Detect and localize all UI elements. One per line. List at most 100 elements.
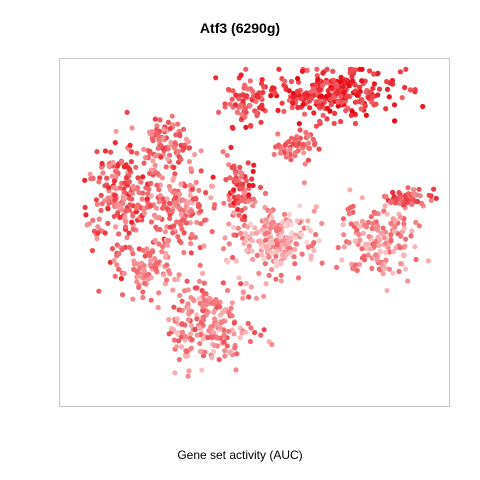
data-point xyxy=(253,230,260,236)
data-point xyxy=(159,175,165,181)
data-point xyxy=(402,243,408,249)
data-point xyxy=(194,332,200,338)
data-point xyxy=(174,330,180,336)
data-point xyxy=(296,140,302,147)
data-point xyxy=(176,307,182,313)
data-point xyxy=(349,261,355,267)
data-point xyxy=(235,225,241,231)
data-point xyxy=(222,353,228,359)
data-point xyxy=(156,199,162,205)
data-point xyxy=(113,186,119,192)
data-point xyxy=(243,281,249,287)
data-point xyxy=(418,200,424,206)
data-point xyxy=(373,252,379,258)
data-point xyxy=(117,185,123,191)
data-point xyxy=(317,87,323,93)
data-point xyxy=(305,157,311,163)
data-point xyxy=(205,335,211,341)
data-point xyxy=(343,94,349,100)
data-point xyxy=(301,150,307,156)
data-point xyxy=(331,95,338,101)
data-point xyxy=(284,240,290,247)
data-point xyxy=(390,270,396,276)
data-point xyxy=(392,224,398,230)
data-point xyxy=(236,212,242,218)
data-point xyxy=(416,223,422,229)
data-point xyxy=(258,332,264,338)
data-point xyxy=(269,85,276,91)
data-point xyxy=(152,162,158,168)
data-point xyxy=(240,289,246,295)
data-point xyxy=(380,225,386,231)
data-point xyxy=(89,248,95,254)
data-point xyxy=(152,116,158,122)
data-point xyxy=(327,96,334,102)
data-point xyxy=(242,114,248,120)
data-point xyxy=(248,122,254,129)
data-point xyxy=(250,203,256,209)
data-point xyxy=(238,72,244,78)
data-point xyxy=(375,92,381,98)
data-point xyxy=(311,110,317,116)
data-point xyxy=(319,220,325,227)
data-point xyxy=(184,348,190,355)
data-point xyxy=(222,235,228,241)
data-point xyxy=(362,103,368,109)
data-point xyxy=(163,250,169,256)
data-point xyxy=(335,99,341,105)
data-point xyxy=(171,337,178,343)
data-point xyxy=(291,254,297,260)
data-point xyxy=(86,221,92,227)
data-point xyxy=(143,155,149,161)
data-point xyxy=(381,208,387,214)
data-point xyxy=(304,239,310,245)
data-point xyxy=(119,159,125,165)
data-point xyxy=(159,249,165,255)
data-point xyxy=(154,170,160,176)
data-point xyxy=(171,304,177,310)
data-point xyxy=(127,244,133,250)
data-point xyxy=(211,342,217,348)
data-point xyxy=(180,217,186,223)
data-point xyxy=(376,266,382,272)
data-point xyxy=(168,139,174,146)
data-point xyxy=(378,230,384,236)
data-point xyxy=(283,84,289,90)
data-point xyxy=(247,78,253,84)
data-point xyxy=(105,220,111,226)
data-point xyxy=(431,186,437,192)
data-point xyxy=(229,300,235,306)
data-point xyxy=(259,77,265,83)
data-point xyxy=(233,258,239,264)
data-point xyxy=(300,141,306,148)
data-point xyxy=(365,94,371,100)
data-point xyxy=(426,192,432,198)
data-point xyxy=(300,101,306,108)
data-point xyxy=(376,86,383,92)
data-point xyxy=(366,233,372,240)
data-point xyxy=(292,150,298,156)
data-point xyxy=(397,214,403,220)
data-point xyxy=(162,229,168,235)
data-point xyxy=(292,246,298,252)
data-point xyxy=(242,108,248,114)
data-point xyxy=(407,87,413,93)
data-point xyxy=(238,230,244,236)
data-point xyxy=(209,229,215,235)
data-point xyxy=(250,256,256,262)
data-point xyxy=(155,145,161,151)
data-point xyxy=(126,179,132,185)
data-point xyxy=(330,77,337,83)
data-point xyxy=(140,190,146,196)
data-point xyxy=(263,217,269,223)
data-point xyxy=(141,263,147,269)
data-point xyxy=(222,348,228,354)
data-point xyxy=(165,146,171,152)
data-point xyxy=(172,370,178,376)
data-point xyxy=(164,196,170,202)
data-point xyxy=(305,218,311,224)
data-point xyxy=(214,321,220,328)
data-point xyxy=(153,205,160,211)
data-point xyxy=(217,325,223,331)
data-point xyxy=(167,215,173,221)
